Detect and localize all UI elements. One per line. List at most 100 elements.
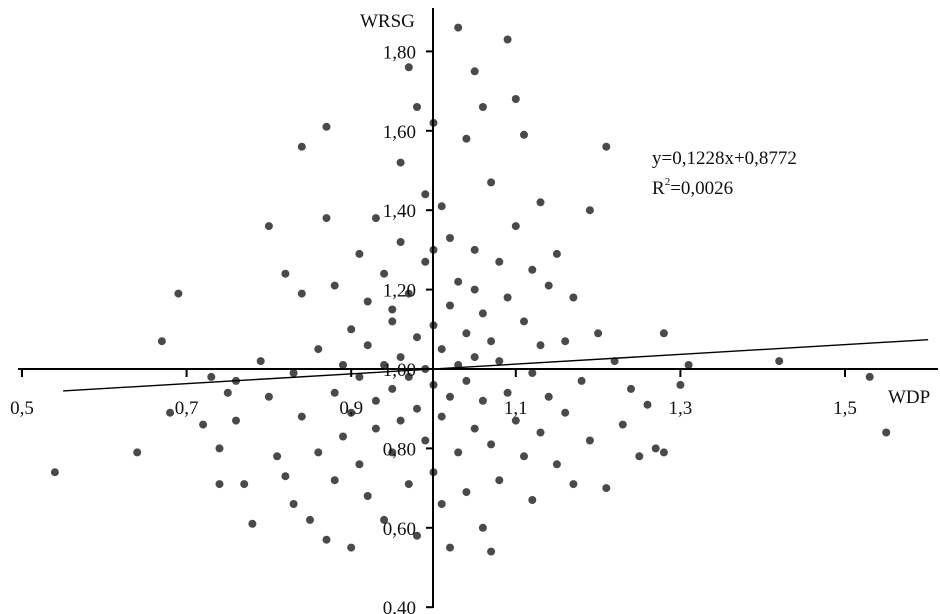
data-point (371, 396, 380, 405)
data-point (462, 488, 471, 497)
data-point (413, 404, 421, 413)
data-point (256, 357, 265, 366)
x-axis-title: WDP (888, 387, 930, 408)
data-point (339, 361, 347, 369)
data-point (330, 388, 339, 397)
y-tick-label: 1,60 (383, 122, 416, 143)
data-point (569, 480, 578, 489)
data-point (166, 408, 175, 417)
data-point (643, 400, 652, 409)
x-tick-label: 0,7 (175, 398, 199, 419)
x-tick-label: 1,5 (833, 398, 857, 419)
data-point (511, 416, 520, 425)
data-point (404, 372, 413, 381)
data-point (487, 337, 496, 346)
data-point (495, 257, 504, 266)
data-point (865, 372, 874, 381)
data-point (487, 547, 496, 556)
data-point (446, 234, 454, 242)
data-point (520, 452, 528, 461)
data-point (289, 369, 298, 377)
y-ticks: 0,400,600,801,001,201,401,601,80 (383, 42, 433, 614)
data-point (478, 523, 487, 532)
data-point (388, 317, 397, 326)
data-point (347, 408, 356, 417)
data-point (446, 392, 454, 401)
data-point (322, 122, 331, 131)
data-point (264, 222, 273, 231)
data-point (404, 480, 413, 489)
data-point (602, 142, 611, 151)
data-point (585, 436, 594, 445)
data-point (470, 424, 479, 433)
data-point (676, 380, 685, 389)
trendline (63, 339, 929, 392)
r-squared-value: =0,0026 (670, 178, 733, 199)
data-point (454, 448, 463, 457)
regression-equation: y=0,1228x+0,8772 (652, 148, 797, 169)
data-point (470, 285, 479, 294)
data-point (544, 392, 553, 401)
data-point (610, 357, 619, 366)
data-point (289, 500, 298, 508)
data-point (306, 515, 314, 524)
data-point (330, 281, 339, 290)
y-tick-label: 0,80 (383, 439, 416, 460)
data-point (635, 452, 644, 461)
data-point (363, 341, 372, 350)
y-tick-label: 1,80 (383, 42, 416, 63)
data-point (462, 329, 471, 338)
data-point (355, 372, 364, 381)
data-point (207, 372, 216, 381)
data-point (577, 376, 586, 385)
data-point (511, 222, 520, 231)
data-point (495, 476, 504, 485)
data-point (371, 214, 380, 223)
data-point (487, 178, 496, 187)
data-point (882, 428, 891, 437)
data-point (627, 384, 635, 393)
data-point (528, 496, 537, 504)
data-point (380, 361, 389, 369)
data-point (536, 198, 545, 207)
data-point (174, 289, 183, 298)
data-point (413, 333, 421, 342)
data-point (618, 420, 627, 429)
data-point (297, 142, 306, 151)
data-point (380, 515, 389, 524)
data-point (232, 416, 240, 425)
data-point (347, 543, 356, 552)
data-point (528, 265, 537, 274)
data-point (462, 134, 471, 143)
data-point (470, 67, 479, 76)
data-point (388, 384, 397, 393)
data-point (297, 289, 306, 298)
data-point (355, 460, 364, 469)
data-point (347, 325, 356, 334)
data-point (396, 353, 405, 362)
data-point (355, 249, 364, 258)
data-point (223, 388, 232, 397)
data-point (503, 293, 512, 302)
data-point (396, 238, 405, 246)
data-point (585, 206, 594, 215)
data-point (314, 345, 323, 354)
data-point (544, 281, 553, 290)
data-point (561, 408, 570, 417)
data-point (240, 480, 249, 489)
data-point (552, 460, 561, 469)
data-point (478, 396, 487, 405)
data-point (404, 63, 413, 72)
data-point (314, 448, 323, 457)
data-point (495, 357, 504, 366)
data-point (454, 277, 463, 286)
data-point (199, 420, 208, 429)
data-point (413, 531, 421, 540)
data-point (396, 158, 405, 167)
data-point (371, 424, 380, 433)
y-tick-label: 0,60 (383, 519, 416, 540)
data-point (528, 369, 537, 377)
data-point (273, 452, 282, 461)
data-point (388, 305, 397, 314)
